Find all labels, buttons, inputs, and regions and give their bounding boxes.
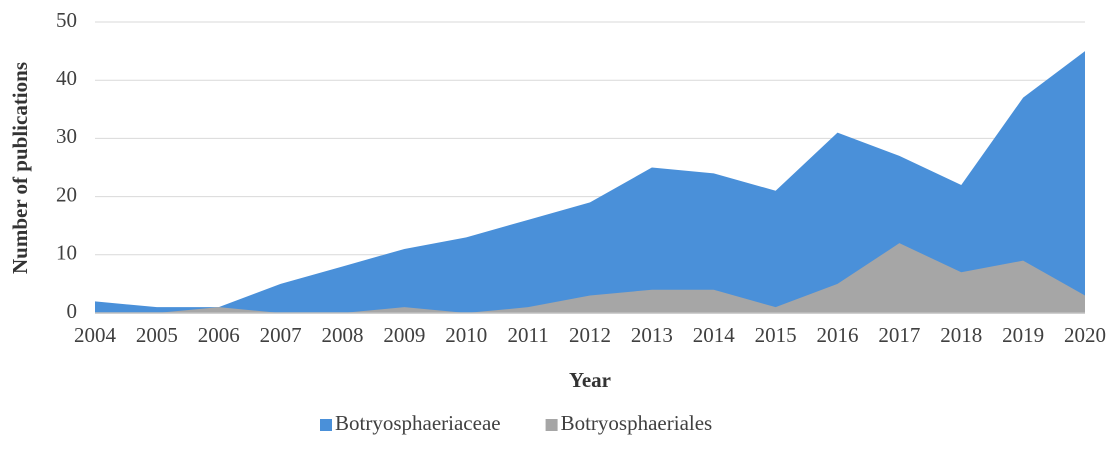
x-tick-label: 2012 xyxy=(569,323,611,347)
x-tick-label: 2018 xyxy=(940,323,982,347)
area xyxy=(95,243,1085,313)
x-tick-label: 2017 xyxy=(878,323,920,347)
x-tick-label: 2010 xyxy=(445,323,487,347)
x-tick-label: 2014 xyxy=(693,323,736,347)
legend-swatch xyxy=(320,419,332,431)
x-tick-label: 2020 xyxy=(1064,323,1106,347)
x-tick-label: 2013 xyxy=(631,323,673,347)
y-tick-label: 50 xyxy=(56,8,77,32)
legend-swatch xyxy=(545,419,558,431)
y-axis-title: Number of publications xyxy=(8,62,32,274)
y-tick-label: 10 xyxy=(56,241,77,265)
x-tick-label: 2004 xyxy=(74,323,117,347)
y-tick-label: 40 xyxy=(56,66,77,90)
x-axis-title: Year xyxy=(569,368,611,392)
y-tick-label: 30 xyxy=(56,124,77,148)
x-tick-label: 2016 xyxy=(817,323,859,347)
x-tick-label: 2008 xyxy=(322,323,364,347)
y-tick-label: 20 xyxy=(56,182,77,206)
x-tick-label: 2005 xyxy=(136,323,178,347)
x-tick-label: 2011 xyxy=(508,323,549,347)
area xyxy=(95,51,1085,313)
x-tick-label: 2009 xyxy=(383,323,425,347)
x-tick-label: 2007 xyxy=(260,323,302,347)
legend-label: Botryosphaeriaceae xyxy=(335,411,501,435)
y-tick-label: 0 xyxy=(67,299,78,323)
x-tick-label: 2019 xyxy=(1002,323,1044,347)
x-tick-label: 2006 xyxy=(198,323,240,347)
legend-label: Botryosphaeriales xyxy=(561,411,713,435)
x-tick-label: 2015 xyxy=(755,323,797,347)
